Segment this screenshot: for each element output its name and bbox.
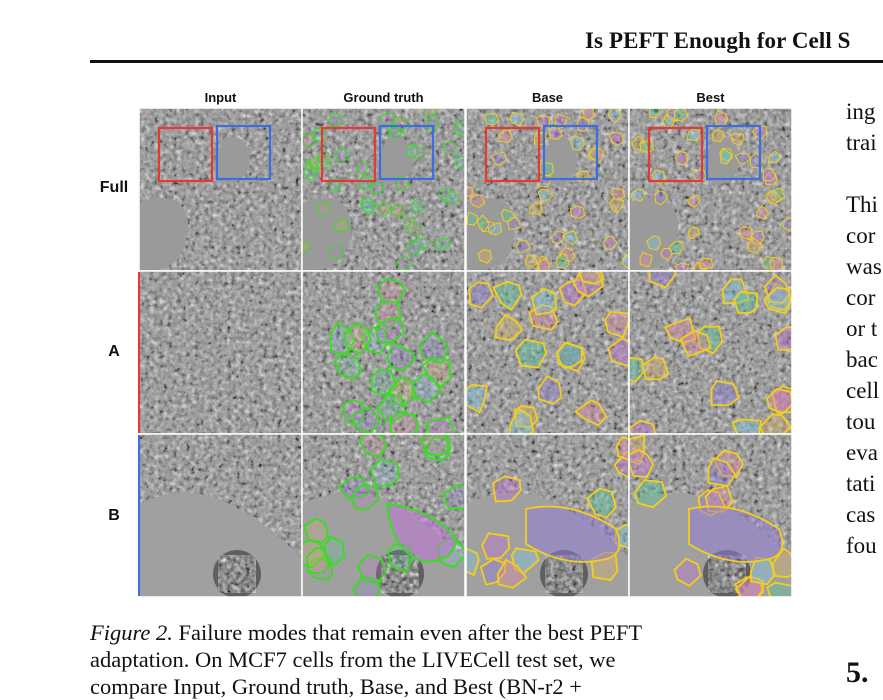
zoom-box-a	[647, 126, 704, 183]
row-label-full: Full	[99, 179, 129, 196]
panel-full-input	[138, 107, 303, 272]
right-column-line: fou	[846, 533, 877, 558]
panel-b-best	[628, 433, 793, 598]
right-column-line	[846, 158, 883, 189]
right-column-line: trai	[846, 130, 877, 155]
row-a-marker	[138, 272, 140, 433]
row-label-a: A	[108, 343, 120, 360]
row-b-marker	[138, 435, 140, 596]
header-rule	[90, 60, 883, 63]
right-column-line: was	[846, 254, 882, 279]
running-title: Is PEFT Enough for Cell S	[585, 28, 851, 53]
zoom-box-a	[484, 126, 541, 183]
panel-full-best	[628, 107, 793, 272]
row-label-b: B	[108, 507, 120, 524]
right-column-line: tati	[846, 471, 876, 496]
zoom-box-a	[157, 126, 214, 183]
right-column-line: cell	[846, 378, 880, 403]
section-heading: 5.	[846, 656, 869, 689]
caption-line-3: compare Input, Ground truth, Base, and B…	[90, 674, 582, 699]
right-column-line: cor	[846, 223, 876, 248]
panel-b-input	[138, 433, 303, 598]
panel-a-best	[628, 270, 793, 435]
right-column-line: Thi	[846, 192, 878, 217]
panel-b-base	[465, 433, 630, 598]
caption-line-1: Failure modes that remain even after the…	[178, 620, 643, 645]
right-column-line: bac	[846, 347, 878, 372]
column-header-base: Base	[531, 90, 564, 105]
zoom-box-b	[378, 124, 435, 181]
panel-full-ground-truth	[301, 107, 466, 272]
panel-full-base	[465, 107, 630, 272]
zoom-box-b	[215, 124, 272, 181]
right-column-line: ing	[846, 99, 876, 124]
panel-a-base	[465, 270, 630, 435]
right-column-text: ing trai Thi cor was cor or t bac cell tou eva tati…	[846, 96, 883, 561]
right-column-line: tou	[846, 409, 876, 434]
column-header-ground-truth: Ground truth	[343, 90, 424, 105]
panel-a-ground-truth	[301, 270, 466, 435]
zoom-box-a	[320, 126, 377, 183]
right-column-line: cor	[846, 285, 876, 310]
panel-a-input	[138, 270, 303, 435]
right-column-line: or t	[846, 316, 878, 341]
caption-label: Figure 2.	[90, 620, 173, 645]
column-header-best: Best	[696, 90, 725, 105]
zoom-box-b	[705, 124, 762, 181]
right-column-line: eva	[846, 440, 878, 465]
panel-b-ground-truth	[301, 433, 466, 598]
column-header-input: Input	[204, 90, 237, 105]
right-column-line: cas	[846, 502, 876, 527]
figure-caption: Figure 2. Failure modes that remain even…	[90, 619, 770, 700]
zoom-box-b	[542, 124, 599, 181]
caption-line-2: adaptation. On MCF7 cells from the LIVEC…	[90, 647, 616, 672]
